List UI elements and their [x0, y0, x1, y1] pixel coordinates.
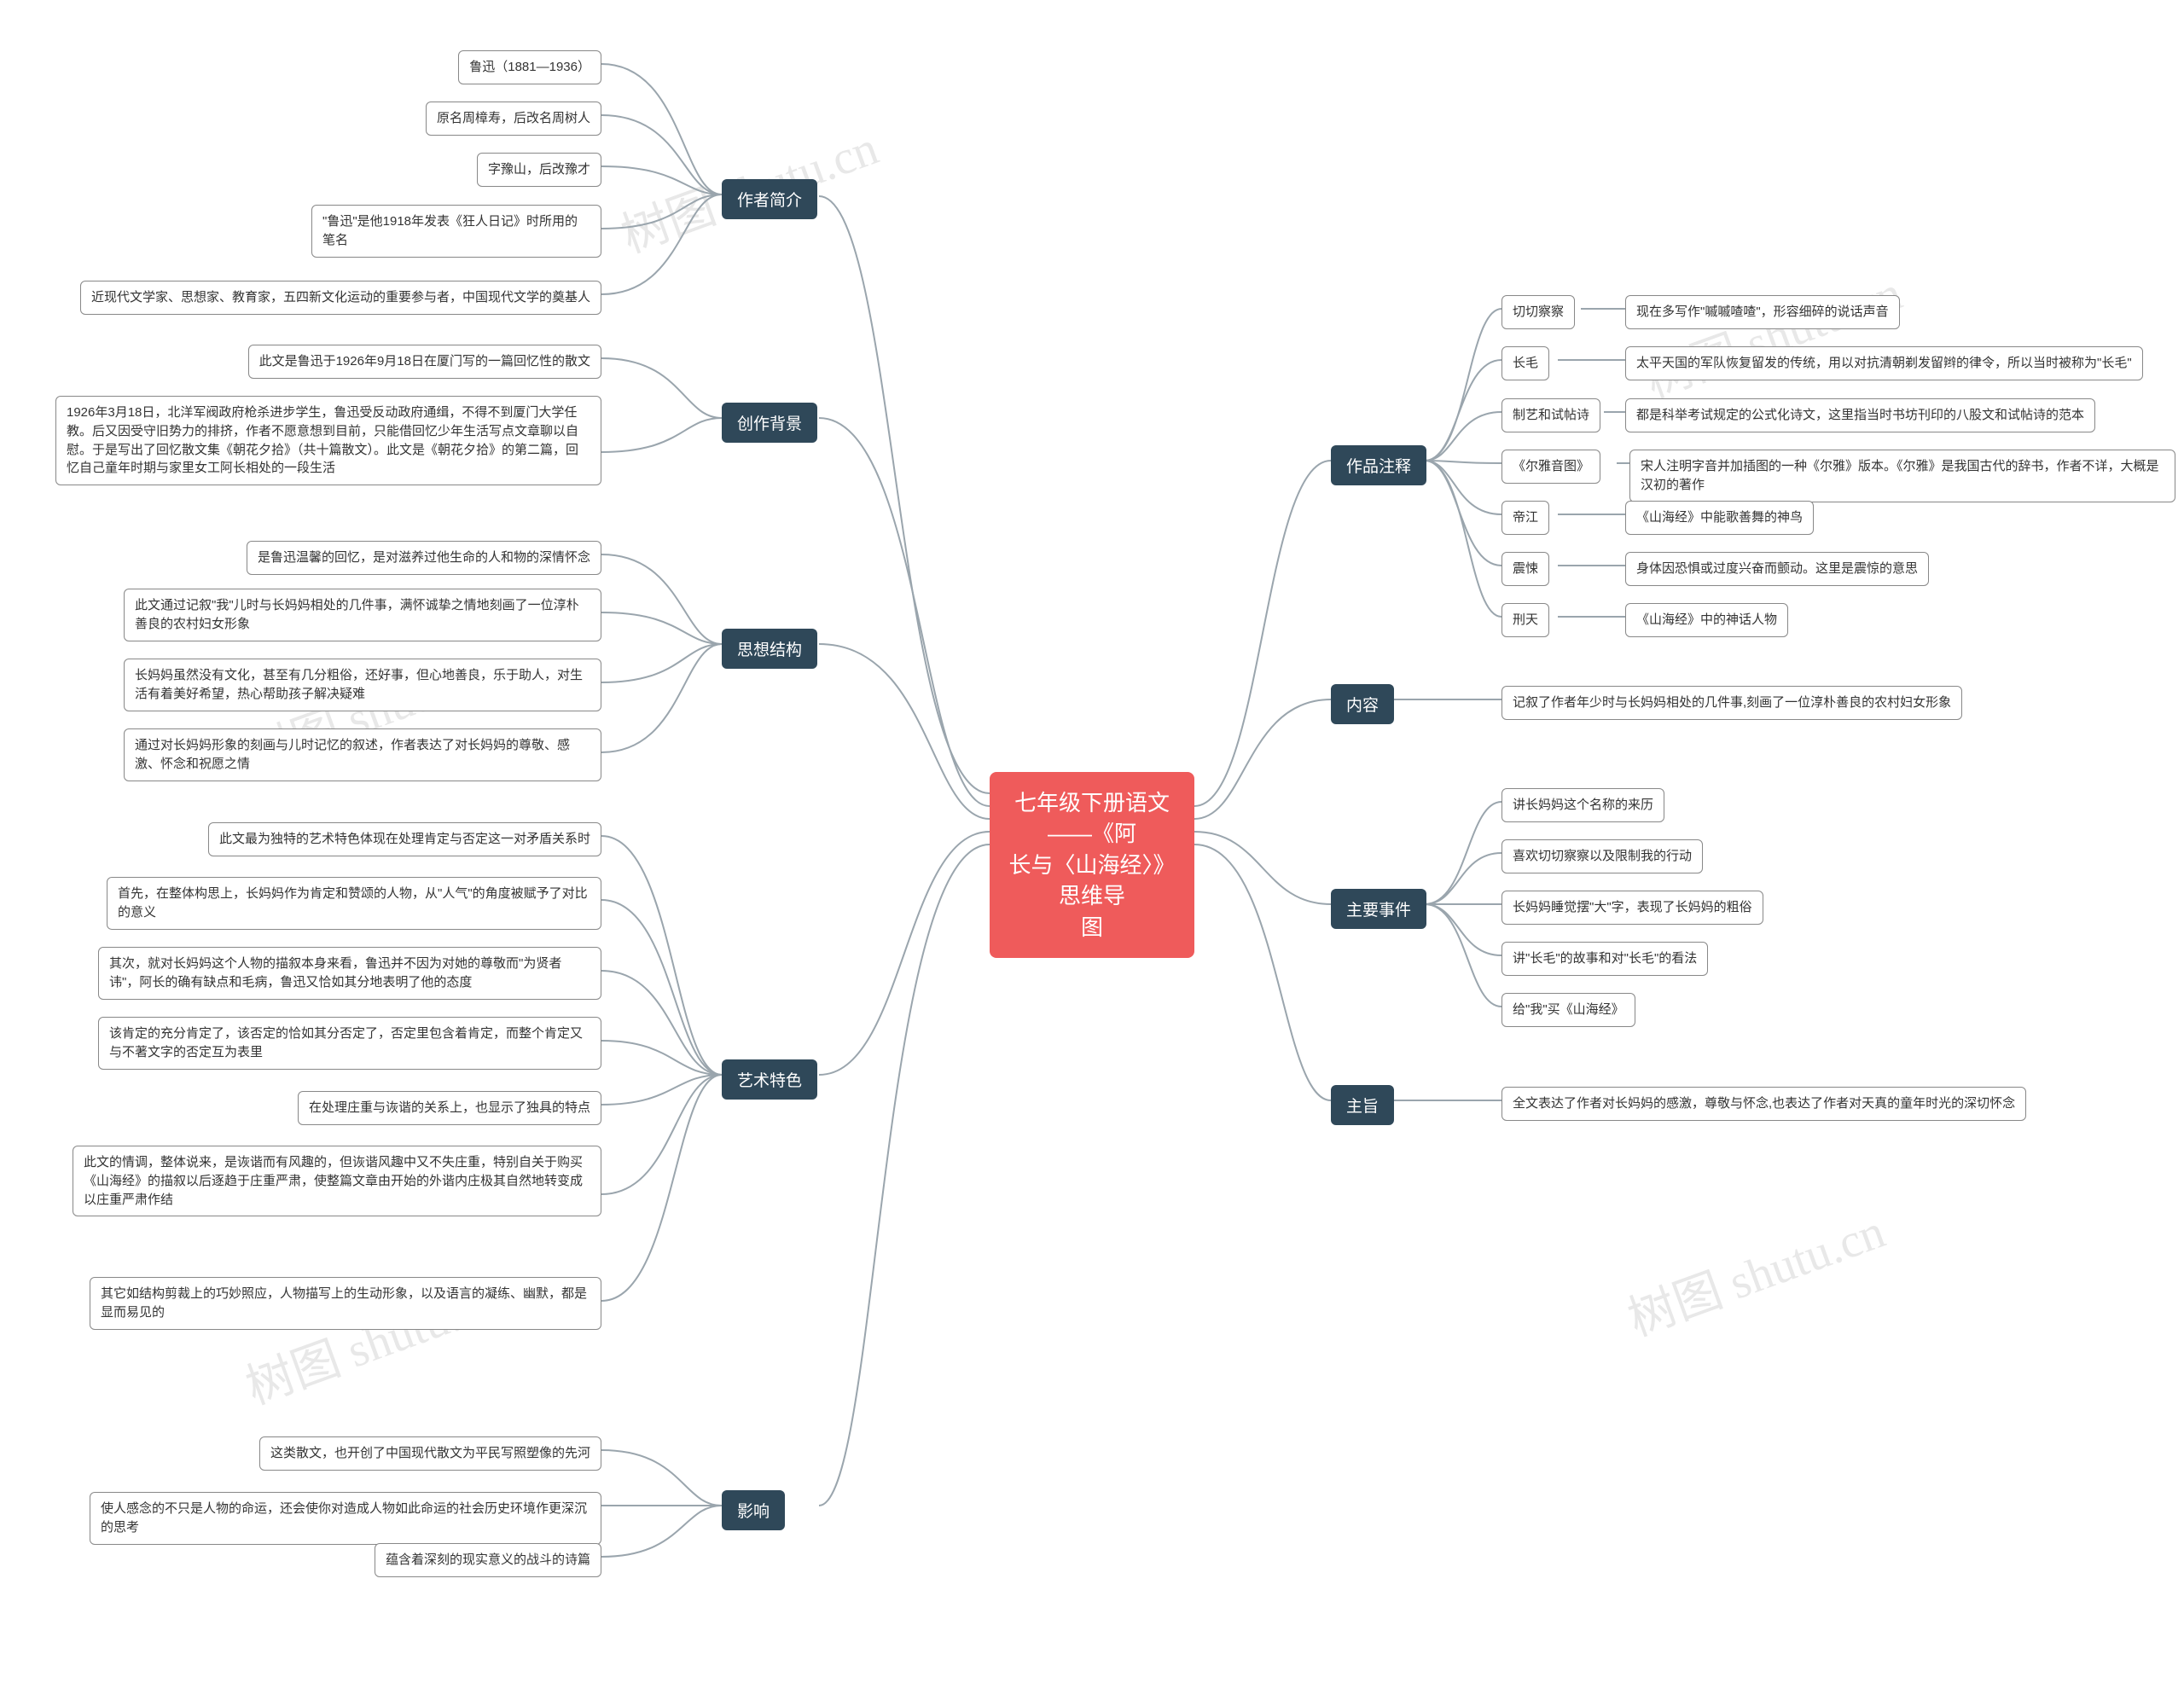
zuopin-desc-6: 《山海经》中的神话人物 — [1625, 603, 1788, 637]
zuopin-desc-5: 身体因恐惧或过度兴奋而颤动。这里是震惊的意思 — [1625, 552, 1929, 586]
yishu-6: 其它如结构剪裁上的巧妙照应，人物描写上的生动形象，以及语言的凝练、幽默，都是显而… — [90, 1277, 601, 1330]
branch-zuopin: 作品注释 — [1331, 445, 1426, 485]
branch-zhuzhi: 主旨 — [1331, 1085, 1394, 1125]
branch-yishu: 艺术特色 — [722, 1059, 817, 1100]
root-node: 七年级下册语文——《阿 长与〈山海经〉》思维导 图 — [990, 772, 1194, 958]
zuozhe-2: 字豫山，后改豫才 — [477, 153, 601, 187]
zuopin-key-5: 震悚 — [1502, 552, 1549, 586]
zuopin-key-0: 切切察察 — [1502, 295, 1575, 329]
sixiang-2: 长妈妈虽然没有文化，甚至有几分粗俗，还好事，但心地善良，乐于助人，对生活有着美好… — [124, 659, 601, 711]
yingxiang-1: 使人感念的不只是人物的命运，还会使你对造成人物如此命运的社会历史环境作更深沉的思… — [90, 1492, 601, 1545]
mindmap-canvas: 树图 shutu.cn 树图 shutu.cn 树图 shutu.cn 树图 s… — [0, 0, 2184, 1683]
root-line3: 图 — [1081, 914, 1103, 940]
zuopin-key-6: 刑天 — [1502, 603, 1549, 637]
watermark: 树图 shutu.cn — [1618, 1193, 1893, 1350]
branch-neirong: 内容 — [1331, 684, 1394, 724]
branch-yingxiang: 影响 — [722, 1490, 785, 1530]
shijian-1: 喜欢切切察察以及限制我的行动 — [1502, 839, 1703, 873]
zhuzhi-text: 全文表达了作者对长妈妈的感激，尊敬与怀念,也表达了作者对天真的童年时光的深切怀念 — [1502, 1087, 2026, 1121]
yingxiang-0: 这类散文，也开创了中国现代散文为平民写照塑像的先河 — [259, 1436, 601, 1471]
yishu-1: 首先，在整体构思上，长妈妈作为肯定和赞颂的人物，从"人气"的角度被赋予了对比的意… — [107, 877, 601, 930]
yishu-3: 该肯定的充分肯定了，该否定的恰如其分否定了，否定里包含着肯定，而整个肯定又与不著… — [98, 1017, 601, 1070]
shijian-3: 讲"长毛"的故事和对"长毛"的看法 — [1502, 942, 1708, 976]
branch-zuozhe: 作者简介 — [722, 179, 817, 219]
shijian-4: 给"我"买《山海经》 — [1502, 993, 1635, 1027]
zuopin-desc-0: 现在多写作"嘁嘁喳喳"，形容细碎的说话声音 — [1625, 295, 1900, 329]
branch-sixiang: 思想结构 — [722, 629, 817, 669]
watermark: 树图 shutu.cn — [1635, 255, 1910, 412]
zuozhe-4: 近现代文学家、思想家、教育家，五四新文化运动的重要参与者，中国现代文学的奠基人 — [80, 281, 601, 315]
root-line2: 长与〈山海经〉》思维导 — [1008, 852, 1175, 908]
yishu-5: 此文的情调，整体说来，是诙谐而有风趣的，但诙谐风趣中又不失庄重，特别自关于购买《… — [73, 1146, 601, 1216]
sixiang-3: 通过对长妈妈形象的刻画与儿时记忆的叙述，作者表达了对长妈妈的尊敬、感激、怀念和祝… — [124, 728, 601, 781]
zuopin-key-2: 制艺和试帖诗 — [1502, 398, 1600, 432]
root-line1: 七年级下册语文——《阿 — [1014, 790, 1170, 846]
zuopin-desc-3: 宋人注明字音并加插图的一种《尔雅》版本。《尔雅》是我国古代的辞书，作者不详，大概… — [1629, 450, 2175, 502]
branch-shijian: 主要事件 — [1331, 889, 1426, 929]
zuopin-key-4: 帝江 — [1502, 501, 1549, 535]
yingxiang-2: 蕴含着深刻的现实意义的战斗的诗篇 — [375, 1543, 601, 1577]
zuopin-key-3: 《尔雅音图》 — [1502, 450, 1600, 484]
yishu-0: 此文最为独特的艺术特色体现在处理肯定与否定这一对矛盾关系时 — [208, 822, 601, 856]
shijian-2: 长妈妈睡觉摆"大"字，表现了长妈妈的粗俗 — [1502, 891, 1763, 925]
branch-chuangzuo: 创作背景 — [722, 403, 817, 443]
zuopin-desc-1: 太平天国的军队恢复留发的传统，用以对抗清朝剃发留辫的律令，所以当时被称为"长毛" — [1625, 346, 2143, 380]
yishu-2: 其次，就对长妈妈这个人物的描叙本身来看，鲁迅并不因为对她的尊敬而"为贤者讳"，阿… — [98, 947, 601, 1000]
zuozhe-1: 原名周樟寿，后改名周树人 — [426, 102, 601, 136]
zuopin-desc-2: 都是科举考试规定的公式化诗文，这里指当时书坊刊印的八股文和试帖诗的范本 — [1625, 398, 2095, 432]
sixiang-1: 此文通过记叙"我"儿时与长妈妈相处的几件事，满怀诚挚之情地刻画了一位淳朴善良的农… — [124, 589, 601, 641]
neirong-text: 记叙了作者年少时与长妈妈相处的几件事,刻画了一位淳朴善良的农村妇女形象 — [1502, 686, 1962, 720]
zuopin-desc-4: 《山海经》中能歌善舞的神鸟 — [1625, 501, 1814, 535]
yishu-4: 在处理庄重与诙谐的关系上，也显示了独具的特点 — [298, 1091, 601, 1125]
chuangzuo-0: 此文是鲁迅于1926年9月18日在厦门写的一篇回忆性的散文 — [248, 345, 601, 379]
chuangzuo-1: 1926年3月18日，北洋军阀政府枪杀进步学生，鲁迅受反动政府通缉，不得不到厦门… — [55, 396, 601, 485]
zuozhe-3: "鲁迅"是他1918年发表《狂人日记》时所用的笔名 — [311, 205, 601, 258]
shijian-0: 讲长妈妈这个名称的来历 — [1502, 788, 1664, 822]
zuopin-key-1: 长毛 — [1502, 346, 1549, 380]
sixiang-0: 是鲁迅温馨的回忆，是对滋养过他生命的人和物的深情怀念 — [247, 541, 601, 575]
zuozhe-0: 鲁迅（1881—1936） — [458, 50, 601, 84]
